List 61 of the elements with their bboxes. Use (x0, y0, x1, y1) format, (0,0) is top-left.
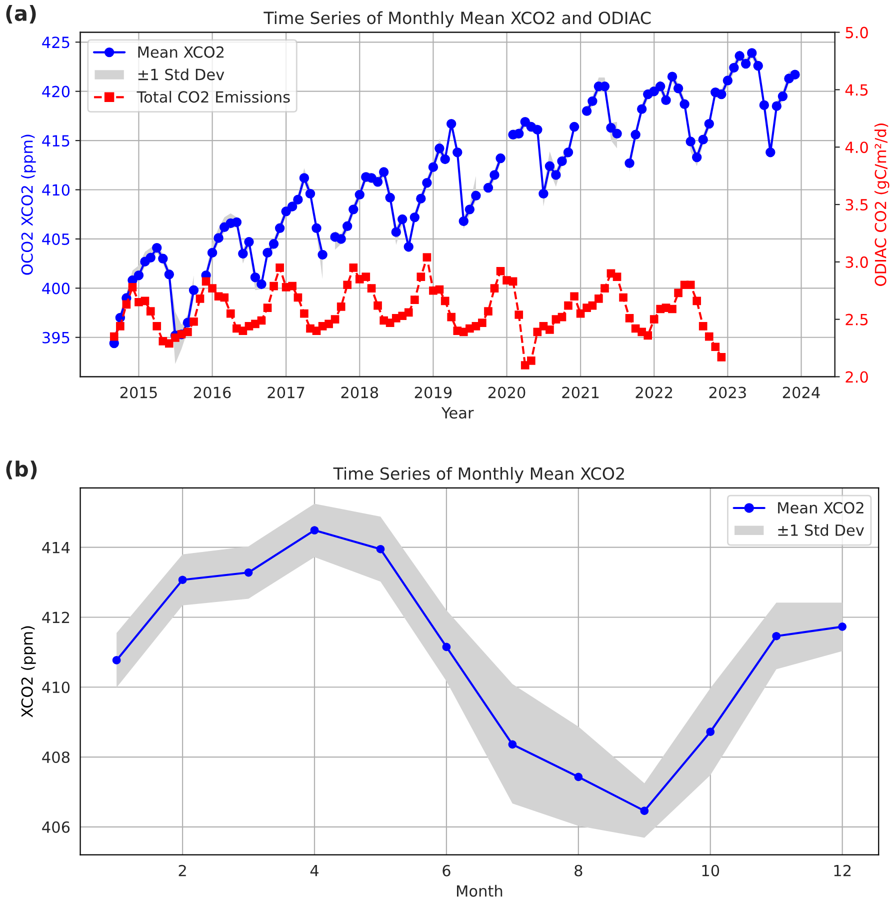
x-tick-label: 2017 (268, 386, 304, 398)
y-tick-label: 405 (42, 233, 70, 245)
y-tick-label: 414 (42, 542, 70, 554)
y2-tick-label: 4.0 (845, 142, 868, 154)
x-tick-label: 2023 (709, 386, 746, 398)
point (838, 622, 846, 631)
point (640, 806, 649, 815)
legend-label: ±1 Std Dev (138, 68, 224, 80)
x-axis-title: Year (441, 407, 474, 419)
x-tick-label: 6 (442, 864, 450, 876)
legend-label: Mean XCO2 (138, 46, 224, 58)
point (574, 772, 583, 782)
y2-tick-label: 2.5 (846, 314, 868, 326)
y-tick-label: 408 (42, 751, 70, 764)
x-tick-label: 2015 (120, 386, 157, 398)
y2-tick-label: 4.5 (845, 84, 868, 96)
y2-tick-label: 3.0 (846, 256, 868, 268)
point (112, 656, 121, 664)
x-tick-label: 2021 (562, 386, 599, 398)
x-tick-label: 2018 (341, 386, 378, 398)
x-tick-label: 2019 (414, 386, 452, 398)
legend-label: ±1 Std Dev (778, 524, 864, 536)
point (442, 642, 451, 652)
legend-label: Mean XCO2 (778, 502, 864, 514)
x-tick-label: 2022 (636, 386, 672, 398)
y-tick-label: 425 (42, 36, 70, 48)
x-tick-label: 8 (574, 864, 582, 876)
x-tick-label: 2020 (488, 386, 526, 398)
point (772, 632, 781, 640)
point (244, 568, 253, 577)
y2-tick-label: 5.0 (846, 26, 868, 38)
y-tick-label: 395 (42, 332, 70, 344)
y-tick-label: 400 (42, 282, 70, 294)
point (508, 740, 517, 749)
y-tick-label: 412 (42, 612, 70, 624)
y-axis-title: XCO2 (ppm) (21, 626, 36, 718)
x-tick-label: 12 (834, 864, 851, 876)
x-tick-label: 2024 (782, 386, 820, 398)
chart-title: Time Series of Monthly Mean XCO2 (333, 466, 624, 484)
text: (b) (6, 460, 37, 480)
x-tick-label: 4 (310, 865, 319, 876)
point (178, 576, 187, 584)
point (376, 544, 385, 554)
y2-tick-label: 3.5 (846, 198, 868, 211)
y-axis-title: OCO2 XCO2 (ppm) (21, 134, 36, 275)
x-tick-label: 2016 (194, 386, 231, 398)
point (706, 728, 715, 736)
x-tick-label: 10 (702, 864, 720, 876)
legend-label: Total CO2 Emissions (136, 90, 290, 103)
y2-axis-title: ODIAC CO2 (gC/m²/d) (874, 124, 890, 286)
point (310, 526, 319, 534)
y2-tick-label: 2.0 (846, 371, 868, 383)
y-tick-label: 410 (42, 682, 70, 694)
y-tick-label: 415 (42, 135, 70, 147)
y-tick-label: 420 (42, 86, 70, 98)
text: (a) (6, 4, 36, 24)
y-tick-label: 410 (42, 184, 70, 196)
x-axis-title: Month (457, 884, 502, 897)
x-tick-label: 2 (178, 864, 186, 876)
y-tick-label: 406 (42, 821, 70, 833)
chart-title: Time Series of Monthly Mean XCO2 and ODIAC (264, 11, 651, 28)
